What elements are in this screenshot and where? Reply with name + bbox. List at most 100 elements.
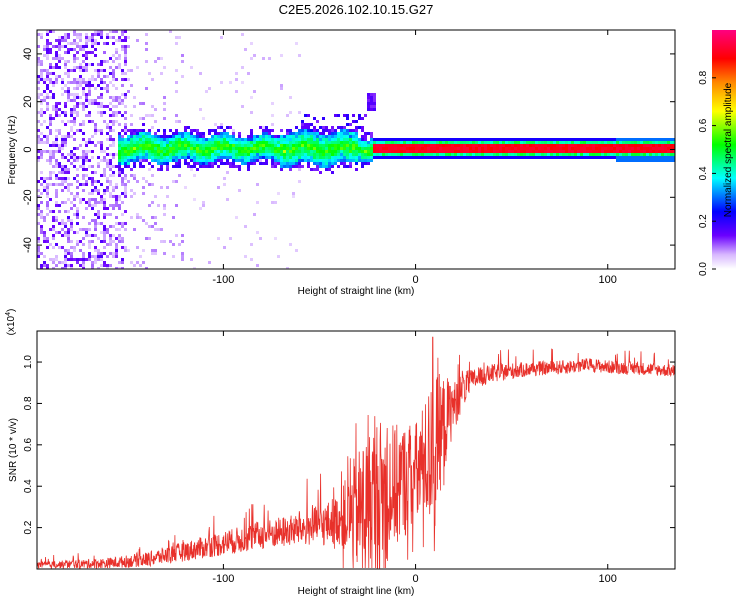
- heatmap-cell: [271, 165, 274, 168]
- heatmap-cell: [40, 132, 43, 135]
- heatmap-cell: [325, 141, 328, 144]
- heatmap-cell: [445, 150, 448, 153]
- heatmap-cell: [538, 138, 541, 141]
- heatmap-cell: [289, 111, 292, 114]
- colorbar-tick-label: 0.2: [698, 214, 709, 228]
- heatmap-cell: [85, 54, 88, 57]
- heatmap-cell: [85, 159, 88, 162]
- heatmap-cell: [163, 207, 166, 210]
- heatmap-cell: [235, 153, 238, 156]
- heatmap-cell: [379, 150, 382, 153]
- heatmap-cell: [37, 57, 40, 60]
- heatmap-cell: [196, 138, 199, 141]
- heatmap-cell: [337, 156, 340, 159]
- heatmap-cell: [229, 126, 232, 129]
- heatmap-cell: [607, 156, 610, 159]
- heatmap-cell: [346, 114, 349, 117]
- heatmap-cell: [658, 156, 661, 159]
- heatmap-cell: [70, 81, 73, 84]
- heatmap-cell: [112, 240, 115, 243]
- heatmap-cell: [82, 237, 85, 240]
- heatmap-cell: [130, 150, 133, 153]
- heatmap-cell: [325, 150, 328, 153]
- heatmap-cell: [37, 45, 40, 48]
- heatmap-cell: [295, 144, 298, 147]
- heatmap-cell: [247, 147, 250, 150]
- heatmap-cell: [361, 144, 364, 147]
- heatmap-cell: [121, 183, 124, 186]
- heatmap-cell: [109, 81, 112, 84]
- heatmap-cell: [325, 147, 328, 150]
- heatmap-cell: [517, 153, 520, 156]
- heatmap-cell: [181, 255, 184, 258]
- heatmap-cell: [118, 207, 121, 210]
- heatmap-cell: [82, 261, 85, 264]
- heatmap-cell: [151, 216, 154, 219]
- heatmap-cell: [307, 135, 310, 138]
- heatmap-cell: [520, 141, 523, 144]
- heatmap-cell: [343, 126, 346, 129]
- heatmap-cell: [241, 153, 244, 156]
- heatmap-cell: [304, 153, 307, 156]
- heatmap-cell: [157, 144, 160, 147]
- heatmap-cell: [52, 117, 55, 120]
- heatmap-cell: [508, 150, 511, 153]
- heatmap-cell: [172, 216, 175, 219]
- heatmap-cell: [307, 153, 310, 156]
- heatmap-cell: [67, 135, 70, 138]
- heatmap-cell: [346, 147, 349, 150]
- heatmap-cell: [124, 174, 127, 177]
- heatmap-cell: [304, 123, 307, 126]
- heatmap-cell: [373, 141, 376, 144]
- heatmap-cell: [73, 198, 76, 201]
- heatmap-cell: [169, 144, 172, 147]
- heatmap-cell: [382, 153, 385, 156]
- snr-chart: -100 0 100 0.20.40.60.81.0 Height of strai…: [5, 309, 676, 597]
- heatmap-cell: [256, 183, 259, 186]
- heatmap-cell: [145, 87, 148, 90]
- heatmap-cell: [349, 165, 352, 168]
- heatmap-cell: [520, 147, 523, 150]
- heatmap-cell: [121, 261, 124, 264]
- heatmap-cell: [100, 174, 103, 177]
- heatmap-cell: [109, 159, 112, 162]
- heatmap-cell: [250, 141, 253, 144]
- heatmap-cell: [490, 141, 493, 144]
- heatmap-cell: [529, 156, 532, 159]
- heatmap-cell: [64, 60, 67, 63]
- heatmap-cell: [442, 147, 445, 150]
- heatmap-cell: [199, 138, 202, 141]
- heatmap-cell: [124, 105, 127, 108]
- heatmap-cell: [292, 141, 295, 144]
- heatmap-cell: [610, 150, 613, 153]
- heatmap-cell: [37, 135, 40, 138]
- heatmap-cell: [511, 150, 514, 153]
- heatmap-cell: [154, 108, 157, 111]
- heatmap-cell: [175, 138, 178, 141]
- heatmap-cell: [46, 138, 49, 141]
- heatmap-cell: [97, 237, 100, 240]
- heatmap-cell: [88, 90, 91, 93]
- heatmap-cell: [52, 93, 55, 96]
- heatmap-cell: [82, 132, 85, 135]
- heatmap-cell: [313, 153, 316, 156]
- heatmap-cell: [109, 135, 112, 138]
- heatmap-cell: [652, 141, 655, 144]
- heatmap-cell: [124, 96, 127, 99]
- heatmap-cell: [55, 51, 58, 54]
- heatmap-cell: [358, 150, 361, 153]
- heatmap-cell: [115, 267, 118, 269]
- heatmap-cell: [541, 150, 544, 153]
- heatmap-cell: [370, 159, 373, 162]
- heatmap-cell: [232, 147, 235, 150]
- colorbar-tick-label: 0.4: [698, 166, 709, 180]
- heatmap-cell: [406, 156, 409, 159]
- heatmap-cell: [160, 156, 163, 159]
- heatmap-cell: [331, 132, 334, 135]
- heatmap-cell: [346, 132, 349, 135]
- heatmap-cell: [67, 252, 70, 255]
- heatmap-cell: [136, 129, 139, 132]
- heatmap-cell: [133, 159, 136, 162]
- heatmap-cell: [46, 72, 49, 75]
- heatmap-cell: [607, 147, 610, 150]
